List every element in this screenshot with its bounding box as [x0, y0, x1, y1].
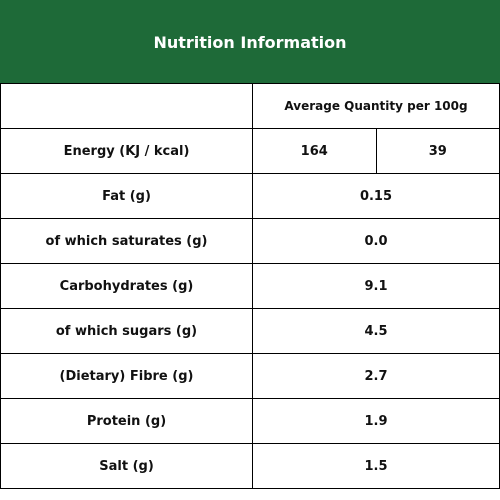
table-row: Protein (g) 1.9	[0, 398, 500, 444]
nutrient-label: Protein (g)	[0, 398, 253, 444]
table-header-row: Average Quantity per 100g	[0, 83, 500, 129]
nutrient-value: 2.7	[252, 353, 500, 399]
energy-row: Energy (KJ / kcal) 164 39	[0, 128, 500, 174]
nutrient-label: of which saturates (g)	[0, 218, 253, 264]
nutrient-label: Salt (g)	[0, 443, 253, 489]
nutrient-value: 1.9	[252, 398, 500, 444]
nutrient-value: 0.0	[252, 218, 500, 264]
nutrition-title: Nutrition Information	[153, 32, 347, 52]
nutrient-label: Fat (g)	[0, 173, 253, 219]
table-row: Salt (g) 1.5	[0, 443, 500, 489]
table-row: Carbohydrates (g) 9.1	[0, 263, 500, 309]
nutrient-value: 1.5	[252, 443, 500, 489]
nutrient-label: (Dietary) Fibre (g)	[0, 353, 253, 399]
nutrient-label: of which sugars (g)	[0, 308, 253, 354]
energy-kcal-value: 39	[375, 128, 500, 174]
table-row: (Dietary) Fibre (g) 2.7	[0, 353, 500, 399]
average-quantity-header: Average Quantity per 100g	[252, 83, 500, 129]
nutrient-value: 0.15	[252, 173, 500, 219]
nutrition-table: Average Quantity per 100g Energy (KJ / k…	[0, 83, 500, 489]
table-row: of which saturates (g) 0.0	[0, 218, 500, 264]
nutrient-label: Carbohydrates (g)	[0, 263, 253, 309]
table-row: Fat (g) 0.15	[0, 173, 500, 219]
empty-header-cell	[0, 83, 253, 129]
nutrient-value: 4.5	[252, 308, 500, 354]
table-row: of which sugars (g) 4.5	[0, 308, 500, 354]
energy-kj-value: 164	[252, 128, 377, 174]
energy-label: Energy (KJ / kcal)	[0, 128, 253, 174]
nutrition-header: Nutrition Information	[0, 0, 500, 84]
nutrient-value: 9.1	[252, 263, 500, 309]
